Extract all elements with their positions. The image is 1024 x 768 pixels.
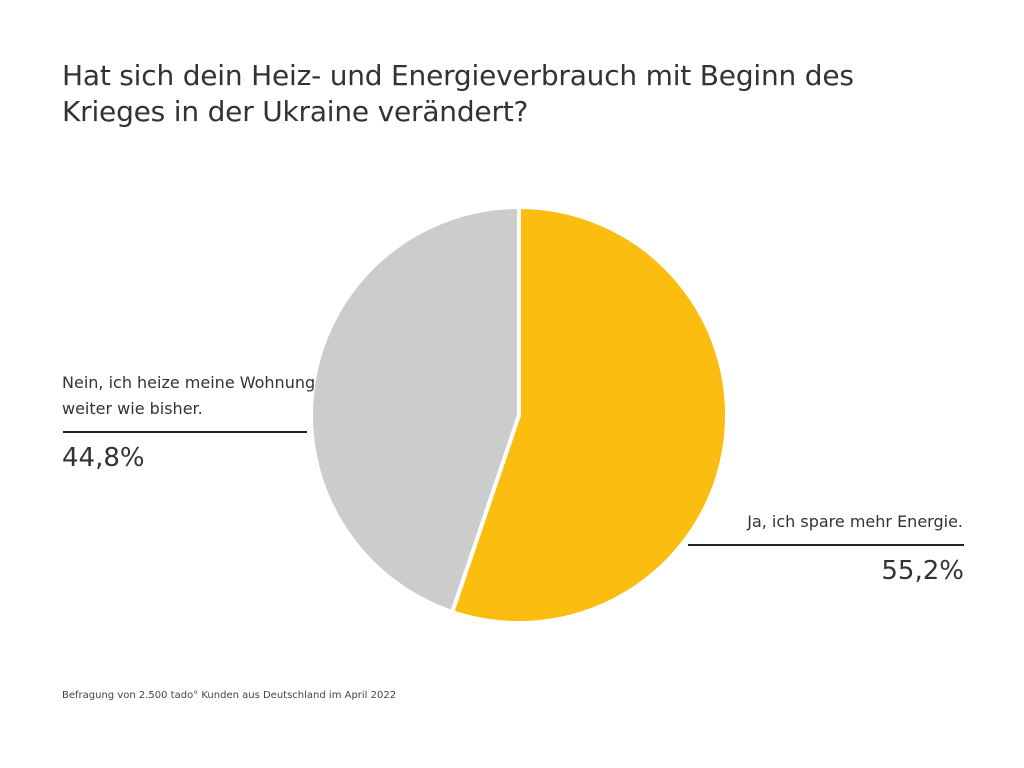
label-rule-nein	[63, 431, 307, 433]
slice-label-nein: Nein, ich heize meine Wohnung weiter wie…	[62, 373, 316, 418]
label-rule-ja	[688, 544, 964, 546]
slice-label-ja: Ja, ich spare mehr Energie.	[747, 512, 963, 531]
chart-title: Hat sich dein Heiz- und Energieverbrauch…	[62, 59, 854, 128]
data-label-nein: 44,8%	[62, 443, 145, 473]
pie-slice-1	[309, 205, 521, 614]
footnote: Befragung von 2.500 tado° Kunden aus Deu…	[62, 690, 397, 701]
data-label-ja: 55,2%	[881, 556, 964, 586]
